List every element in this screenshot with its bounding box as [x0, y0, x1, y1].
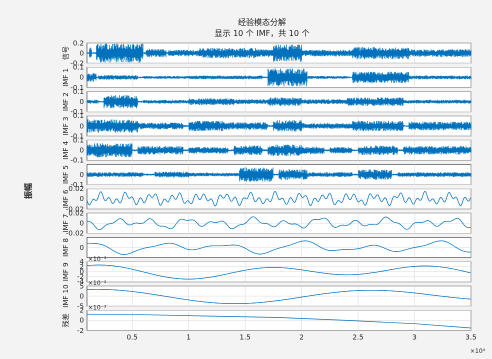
x-tick-label: 0.5: [127, 334, 138, 342]
y-tick-label: -0.1: [70, 181, 84, 189]
y-tick-label: 0.1: [73, 64, 84, 72]
panel-ylabel: IMF 7: [62, 214, 70, 233]
y-tick-label: 2: [80, 263, 84, 271]
figure-subtitle: 显示 10 个 IMF，共 10 个: [215, 29, 310, 38]
y-tick-label: -0.2: [70, 60, 84, 68]
panel-trace: [86, 264, 471, 280]
y-exponent: ×10⁻³: [88, 305, 107, 312]
shared-ylabel: 振幅: [23, 183, 33, 199]
y-tick-label: -0.1: [70, 84, 84, 92]
y-tick-label: -0.1: [70, 157, 84, 165]
panel-6: -0.1 0 IMF 5: [62, 164, 472, 189]
x-axis-exponent: ×10⁴: [470, 348, 486, 355]
panel-trace: [86, 167, 472, 182]
panel-ylabel: IMF 4: [62, 140, 70, 159]
panel-ylabel: 信号: [61, 46, 70, 60]
y-tick-label: 0.1: [73, 88, 84, 96]
y-tick-label: 0: [80, 244, 84, 252]
panel-trace: [87, 216, 471, 231]
y-tick-label: 0: [80, 268, 84, 276]
figure-title: 经验模态分解: [238, 17, 286, 27]
y-exponent: ×10⁻³: [88, 280, 107, 287]
panel-trace: [87, 288, 471, 304]
y-tick-label: 0: [80, 122, 84, 130]
panel-trace: [86, 43, 472, 63]
panel-trace: [86, 119, 472, 133]
x-tick-label: 1: [186, 334, 190, 342]
panel-trace: [87, 240, 471, 255]
x-tick-label: 3: [412, 334, 416, 342]
panel-trace: [86, 313, 472, 329]
panel-ylabel: 残差: [61, 313, 70, 327]
panel-ylabel: IMF 6: [62, 189, 70, 208]
y-tick-label: 0: [80, 98, 84, 106]
y-exponent: ×10⁻³: [88, 256, 107, 263]
panel-ylabel: IMF 2: [62, 92, 70, 111]
panel-trace: [86, 190, 471, 207]
y-tick-label: -0.1: [70, 108, 84, 116]
panel-12: -2 0 2 ×10⁻³ 残差: [61, 305, 472, 335]
y-tick-label: -4: [77, 278, 85, 286]
y-tick-label: 0.1: [73, 137, 84, 145]
y-tick-label: -2: [77, 273, 84, 281]
panel-9: 0 IMF 8: [62, 237, 472, 258]
x-tick-label: 1.5: [240, 334, 251, 342]
y-tick-label: 4: [80, 258, 85, 266]
y-tick-label: -0.02: [66, 205, 84, 213]
y-tick-label: 2: [80, 307, 84, 315]
panel-ylabel: IMF 5: [62, 165, 70, 184]
panel-ylabel: IMF 10: [62, 284, 70, 307]
y-tick-label: 0.02: [68, 209, 84, 217]
panel-ylabel: IMF 1: [62, 68, 70, 87]
y-tick-label: 0: [80, 292, 84, 300]
y-tick-label: 0.2: [73, 39, 84, 47]
y-tick-label: -0.1: [70, 132, 84, 140]
panel-trace: [86, 143, 472, 158]
y-tick-label: 0: [80, 317, 84, 325]
y-tick-label: 0: [80, 195, 84, 203]
panel-trace: [86, 68, 472, 87]
panel-ylabel: IMF 8: [62, 238, 70, 257]
y-tick-label: 0: [80, 49, 84, 57]
x-tick-label: 3.5: [465, 334, 476, 342]
y-tick-label: 0: [80, 74, 84, 82]
panel-11: -5 0 5 ×10⁻³ IMF 10: [62, 280, 472, 311]
x-tick-label: 2.5: [352, 334, 363, 342]
y-tick-label: 0: [80, 171, 84, 179]
y-tick-label: 0: [80, 220, 84, 228]
panel-ylabel: IMF 9: [62, 262, 70, 281]
x-axis: 0.5 1 1.5 2 2.5 3 3.5: [127, 334, 477, 342]
y-tick-label: 0.1: [73, 112, 84, 120]
x-tick-label: 2: [299, 334, 303, 342]
y-tick-label: 0: [80, 147, 84, 155]
panel-1: -0.2 0 0.2信号: [61, 39, 472, 68]
y-tick-label: 0.02: [68, 185, 84, 193]
y-tick-label: -0.02: [66, 230, 84, 238]
y-tick-label: 5: [80, 282, 84, 290]
y-tick-label: -2: [77, 327, 84, 335]
y-tick-label: -5: [77, 303, 84, 311]
panel-ylabel: IMF 3: [62, 117, 70, 136]
panel-trace: [86, 95, 472, 109]
